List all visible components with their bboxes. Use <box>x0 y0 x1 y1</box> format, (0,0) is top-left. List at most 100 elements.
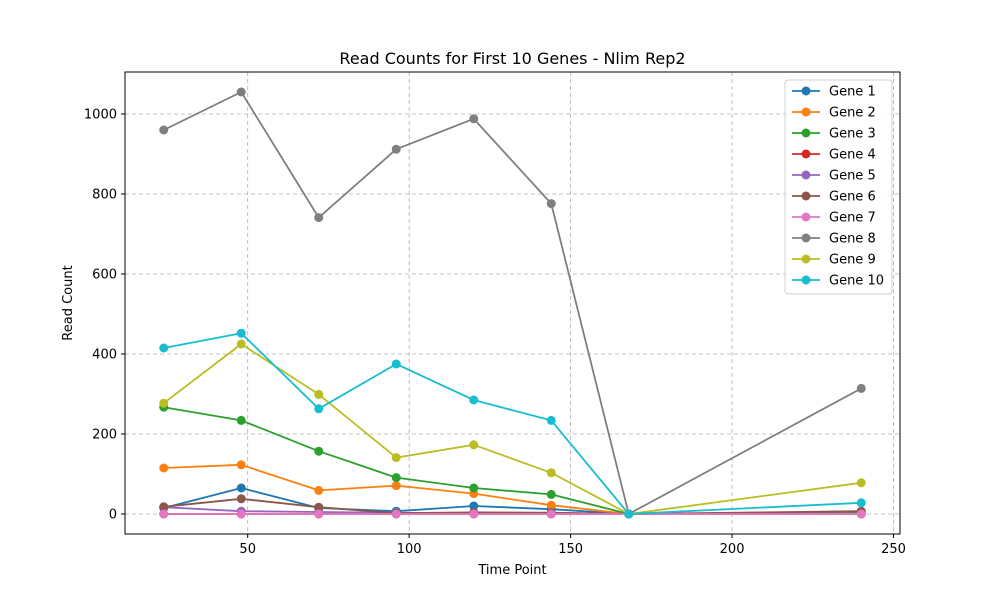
y-tick-label: 1000 <box>84 108 117 123</box>
legend-marker <box>801 107 811 117</box>
legend: Gene 1 Gene 2 Gene 3 Gene 4 Gene 5 Gene 6 Gene… <box>784 79 893 295</box>
data-point <box>391 481 401 491</box>
y-tick-label: 600 <box>92 268 117 283</box>
series-line <box>163 91 862 515</box>
data-point <box>546 468 556 478</box>
legend-label: Gene 10 <box>829 274 884 289</box>
y-axis-title: Read Count <box>61 265 76 340</box>
y-tick-label: 0 <box>109 508 117 523</box>
series-line <box>163 406 862 515</box>
data-point <box>236 328 246 338</box>
x-tick-label: 50 <box>239 542 256 557</box>
data-point <box>236 339 246 349</box>
data-point <box>159 125 169 135</box>
y-tick-label: 200 <box>92 428 117 443</box>
data-point <box>391 144 401 154</box>
data-point <box>469 440 479 450</box>
data-point <box>856 509 866 519</box>
legend-item: Gene 1 <box>792 85 876 100</box>
legend-label: Gene 5 <box>829 169 876 184</box>
data-point <box>469 483 479 493</box>
legend-item: Gene 10 <box>792 274 884 289</box>
y-tick-label: 800 <box>92 188 117 203</box>
plot-frame <box>124 71 901 535</box>
series-layer <box>159 87 866 519</box>
legend-label: Gene 6 <box>829 190 876 205</box>
data-point <box>236 87 246 97</box>
legend-label: Gene 7 <box>829 211 876 226</box>
legend-marker <box>801 233 811 243</box>
series-gene-2 <box>159 460 866 519</box>
data-point <box>314 502 324 512</box>
x-tick-label: 250 <box>881 542 906 557</box>
legend-marker <box>801 212 811 222</box>
legend-item: Gene 9 <box>792 253 876 268</box>
series-gene-8 <box>159 87 866 519</box>
data-point <box>856 498 866 508</box>
series-line <box>163 463 862 515</box>
legend-marker <box>801 254 811 264</box>
legend-item: Gene 8 <box>792 232 876 247</box>
data-point <box>314 213 324 223</box>
legend-label: Gene 1 <box>829 85 876 100</box>
data-point <box>546 415 556 425</box>
data-point <box>469 114 479 124</box>
data-point <box>469 501 479 511</box>
data-point <box>546 199 556 209</box>
series-line <box>163 343 862 515</box>
data-point <box>856 478 866 488</box>
legend-marker <box>801 86 811 96</box>
legend-item: Gene 7 <box>792 211 876 226</box>
data-point <box>314 485 324 495</box>
data-point <box>856 383 866 393</box>
data-point <box>469 509 479 519</box>
legend-label: Gene 2 <box>829 106 876 121</box>
data-point <box>546 500 556 510</box>
x-axis-title: Time Point <box>477 563 546 578</box>
legend-marker <box>801 149 811 159</box>
data-point <box>391 473 401 483</box>
data-point <box>236 415 246 425</box>
data-point <box>391 359 401 369</box>
data-point <box>469 395 479 405</box>
series-gene-9 <box>159 339 866 519</box>
series-gene-5 <box>159 502 866 519</box>
x-tick-label: 100 <box>397 542 422 557</box>
series-line <box>163 332 862 515</box>
x-tick-label: 200 <box>720 542 745 557</box>
legend-item: Gene 3 <box>792 127 876 142</box>
legend-marker <box>801 275 811 285</box>
legend-label: Gene 9 <box>829 253 876 268</box>
legend-item: Gene 4 <box>792 148 876 163</box>
data-point <box>546 509 556 519</box>
legend-label: Gene 8 <box>829 232 876 247</box>
legend-item: Gene 5 <box>792 169 876 184</box>
legend-marker <box>801 170 811 180</box>
chart-title: Read Counts for First 10 Genes - Nlim Re… <box>339 49 685 68</box>
legend-label: Gene 3 <box>829 127 876 142</box>
data-point <box>314 404 324 414</box>
data-point <box>236 494 246 504</box>
data-point <box>236 509 246 519</box>
legend-item: Gene 6 <box>792 190 876 205</box>
data-point <box>624 509 634 519</box>
axis-ticks: 50 100 150 200 250 0 200 400 600 800 1000 <box>84 108 906 558</box>
data-point <box>159 398 169 408</box>
data-point <box>391 509 401 519</box>
data-point <box>391 453 401 463</box>
legend-label: Gene 4 <box>829 148 876 163</box>
data-point <box>159 502 169 512</box>
data-point <box>159 463 169 473</box>
legend-marker <box>801 191 811 201</box>
data-point <box>546 489 556 499</box>
series-gene-10 <box>159 328 866 519</box>
legend-item: Gene 2 <box>792 106 876 121</box>
y-tick-label: 400 <box>92 348 117 363</box>
data-point <box>314 389 324 399</box>
x-tick-label: 150 <box>558 542 583 557</box>
data-point <box>236 483 246 493</box>
legend-marker <box>801 128 811 138</box>
data-point <box>159 509 169 519</box>
data-point <box>159 343 169 353</box>
